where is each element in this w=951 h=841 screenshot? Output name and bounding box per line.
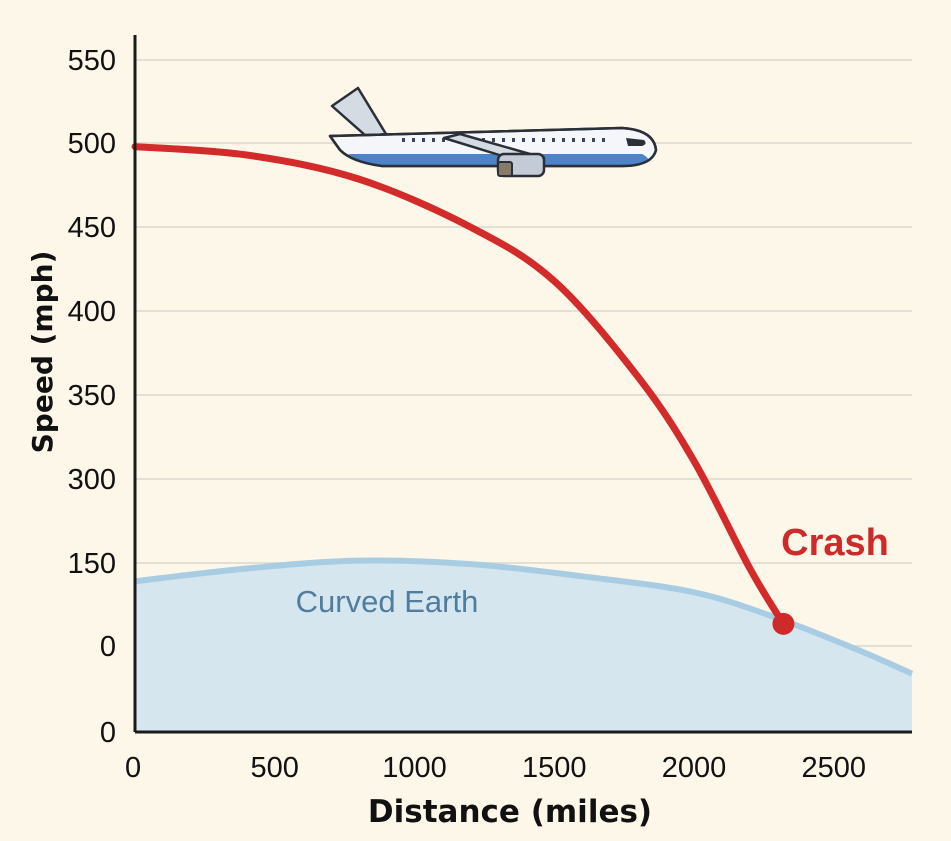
crash-point	[772, 612, 795, 635]
x-tick-label: 1000	[382, 752, 447, 784]
y-tick-label: 0	[100, 631, 116, 663]
gridlines	[135, 59, 912, 647]
x-axis-title: Distance (miles)	[368, 794, 652, 830]
x-tick-label: 0	[125, 752, 141, 784]
crash-label: Crash	[781, 522, 889, 564]
x-tick-labels: 0 500 1000 1500 2000 2500	[125, 752, 866, 784]
curved-earth-line	[134, 557, 914, 677]
x-tick-label: 2500	[801, 752, 866, 784]
y-axis-title: Speed (mph)	[26, 251, 59, 454]
y-tick-label: 400	[68, 296, 116, 328]
x-tick-label: 500	[251, 752, 299, 784]
y-tick-label: 450	[68, 212, 116, 244]
curved-earth-area	[135, 560, 912, 732]
y-tick-label: 350	[68, 380, 116, 412]
airplane-icon	[328, 86, 658, 178]
y-tick-label: 0	[100, 717, 116, 749]
y-tick-label: 550	[68, 45, 116, 77]
curved-earth-label: Curved Earth	[296, 584, 479, 619]
x-tick-label: 1500	[522, 752, 587, 784]
x-tick-label: 2000	[662, 752, 727, 784]
y-tick-label: 150	[68, 548, 116, 580]
y-tick-label: 300	[68, 464, 116, 496]
y-tick-label: 500	[68, 128, 116, 160]
y-tick-labels: 0 0 150 300 350 400 450 500 550	[68, 45, 116, 749]
series-line-speed	[131, 143, 787, 628]
